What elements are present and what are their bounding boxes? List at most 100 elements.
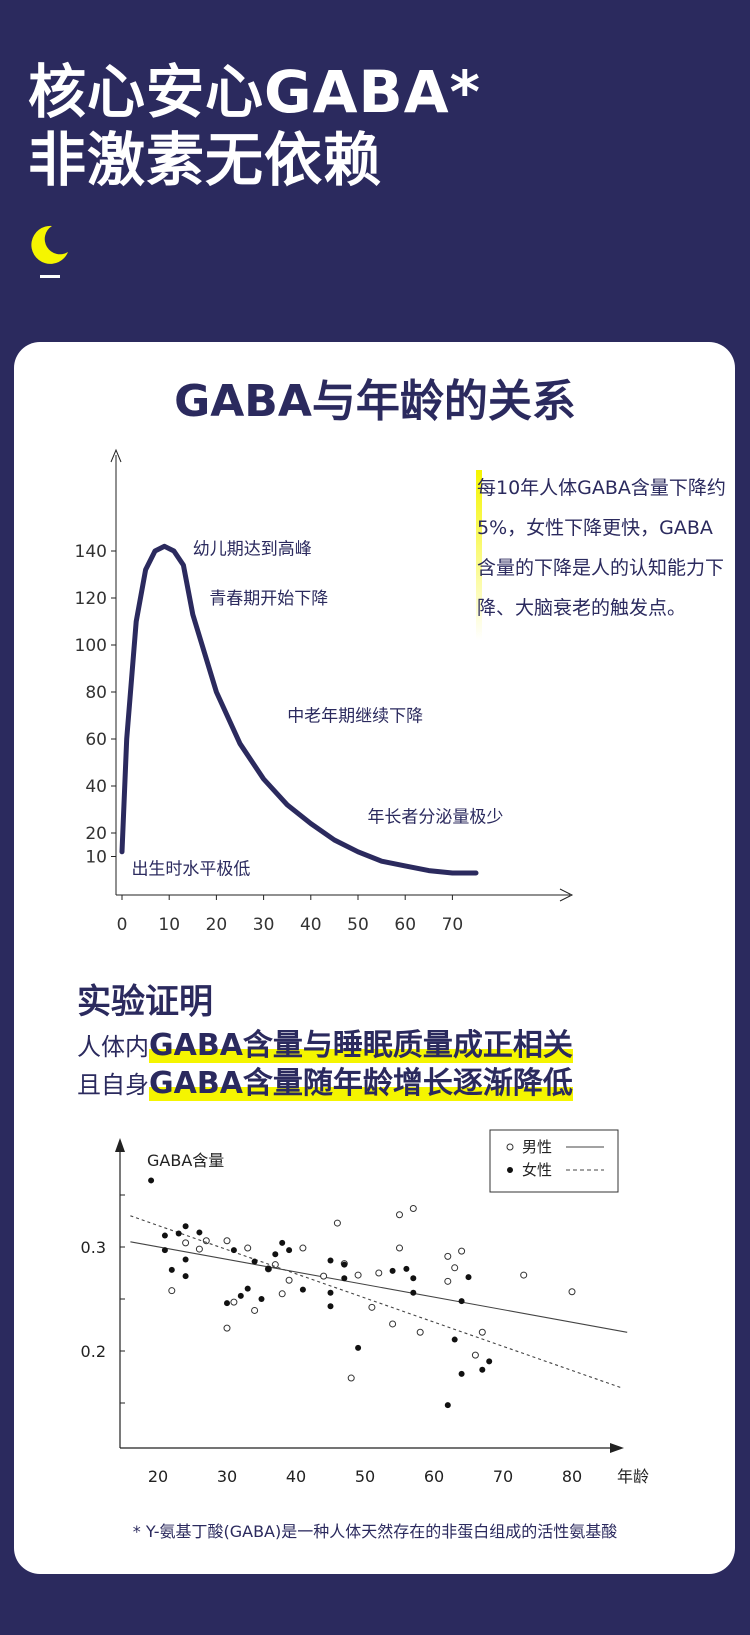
hero-title-line1: 核心安心GABA* — [28, 58, 481, 126]
section-title: 实验证明 — [77, 982, 213, 1022]
scatter-point — [327, 1303, 334, 1310]
moon-underline — [40, 275, 60, 278]
y-tick-label: 140 — [75, 542, 107, 562]
x-tick-label: 50 — [355, 1467, 375, 1486]
scatter-point — [230, 1247, 237, 1254]
x-axis-arrow — [610, 1443, 624, 1453]
scatter-point — [168, 1287, 176, 1295]
scatter-point — [327, 1289, 334, 1296]
scatter-point — [272, 1251, 279, 1258]
scatter-point — [520, 1271, 528, 1279]
scatter-point — [223, 1237, 231, 1245]
scatter-point — [486, 1358, 493, 1365]
x-tick-label: 60 — [394, 915, 416, 935]
hero-title: 核心安心GABA* 非激素无依赖 — [28, 58, 481, 194]
y-tick-label: 60 — [85, 730, 107, 750]
note-accent-bar — [476, 470, 482, 640]
curve-annotation: 出生时水平极低 — [131, 859, 250, 879]
scatter-point — [182, 1273, 189, 1280]
curve-annotation: 幼儿期达到高峰 — [193, 540, 312, 560]
claim-line-1: 人体内GABA含量与睡眠质量成正相关 — [77, 1020, 573, 1064]
curve-annotation: 年长者分泌量极少 — [367, 808, 503, 828]
scatter-point — [333, 1219, 341, 1227]
scatter-point — [237, 1292, 244, 1299]
scatter-point — [279, 1239, 286, 1246]
x-tick-label: 40 — [300, 915, 322, 935]
x-tick-label: 30 — [217, 1467, 237, 1486]
scatter-point — [341, 1261, 348, 1268]
scatter-point — [409, 1205, 417, 1213]
scatter-point — [223, 1324, 231, 1332]
scatter-point — [403, 1265, 410, 1272]
scatter-point — [389, 1320, 397, 1328]
scatter-point — [320, 1272, 328, 1280]
legend-marker — [506, 1143, 514, 1151]
scatter-point — [286, 1247, 293, 1254]
scatter-point — [271, 1261, 279, 1269]
scatter-point — [327, 1257, 334, 1264]
scatter-point — [161, 1247, 168, 1254]
legend-label: 男性 — [522, 1138, 552, 1156]
scatter-point — [458, 1370, 465, 1377]
scatter-point — [341, 1275, 348, 1282]
y-tick-label: 120 — [75, 589, 107, 609]
scatter-point — [195, 1245, 203, 1253]
x-axis-arrow — [559, 888, 574, 902]
x-tick-label: 10 — [158, 915, 180, 935]
scatter-point — [375, 1269, 383, 1277]
x-tick-label: 30 — [253, 915, 275, 935]
content-card — [14, 342, 735, 1574]
scatter-point — [410, 1289, 417, 1296]
claim-line-2: 且自身GABA含量随年龄增长逐渐降低 — [77, 1058, 573, 1102]
y-tick-label: 20 — [85, 824, 107, 844]
hero-title-line2: 非激素无依赖 — [28, 126, 383, 194]
scatter-point — [368, 1303, 376, 1311]
gaba-curve — [119, 543, 479, 876]
scatter-point — [355, 1344, 362, 1351]
scatter-point — [278, 1290, 286, 1298]
scatter-point — [396, 1244, 403, 1252]
scatter-point — [396, 1211, 403, 1219]
x-tick-label: 40 — [286, 1467, 306, 1486]
claim-line-1-highlight: GABA含量与睡眠质量成正相关 — [149, 1028, 573, 1063]
scatter-point — [465, 1274, 472, 1281]
x-tick-label: 50 — [347, 915, 369, 935]
gaba-age-line-chart: 0 10 20 30 40 50 60 70 10 20 40 60 80 100 120 140 幼儿期达到高… — [75, 448, 574, 935]
scatter-point — [444, 1277, 452, 1285]
scatter-point — [444, 1252, 452, 1260]
x-tick-label: 80 — [562, 1467, 582, 1486]
scatter-point — [416, 1328, 424, 1336]
y-tick-label: 100 — [75, 636, 107, 656]
scatter-point — [471, 1351, 479, 1359]
scatter-point — [182, 1223, 189, 1230]
scatter-point — [458, 1298, 465, 1305]
y-tick-label: 10 — [85, 848, 107, 868]
scatter-point — [299, 1244, 307, 1252]
scatter-point — [354, 1271, 362, 1279]
scatter-point — [148, 1177, 155, 1184]
scatter-point — [196, 1229, 203, 1236]
legend-box — [489, 1129, 619, 1193]
scatter-point — [568, 1288, 576, 1296]
claim-line-1-prefix: 人体内 — [77, 1033, 149, 1061]
scatter-point — [182, 1239, 190, 1247]
claim-line-2-prefix: 且自身 — [77, 1071, 149, 1099]
curve-annotation: 青春期开始下降 — [209, 589, 328, 609]
trend-line — [130, 1241, 628, 1333]
scatter-point — [389, 1267, 396, 1274]
y-tick-label: 80 — [85, 683, 107, 703]
y-axis-label: GABA含量 — [147, 1151, 224, 1170]
scatter-point — [251, 1258, 258, 1265]
claim-line-2-highlight: GABA含量随年龄增长逐渐降低 — [149, 1066, 573, 1101]
x-tick-label: 20 — [206, 915, 228, 935]
scatter-point — [251, 1306, 259, 1314]
footnote: * Y-氨基丁酸(GABA)是一种人体天然存在的非蛋白组成的活性氨基酸 — [132, 1522, 618, 1541]
scatter-point — [479, 1366, 486, 1373]
legend-label: 女性 — [522, 1161, 552, 1179]
scatter-point — [299, 1286, 306, 1293]
x-tick-label: 20 — [148, 1467, 168, 1486]
card-title: GABA与年龄的关系 — [174, 376, 576, 427]
scatter-point — [161, 1232, 168, 1239]
legend-marker — [507, 1167, 513, 1173]
